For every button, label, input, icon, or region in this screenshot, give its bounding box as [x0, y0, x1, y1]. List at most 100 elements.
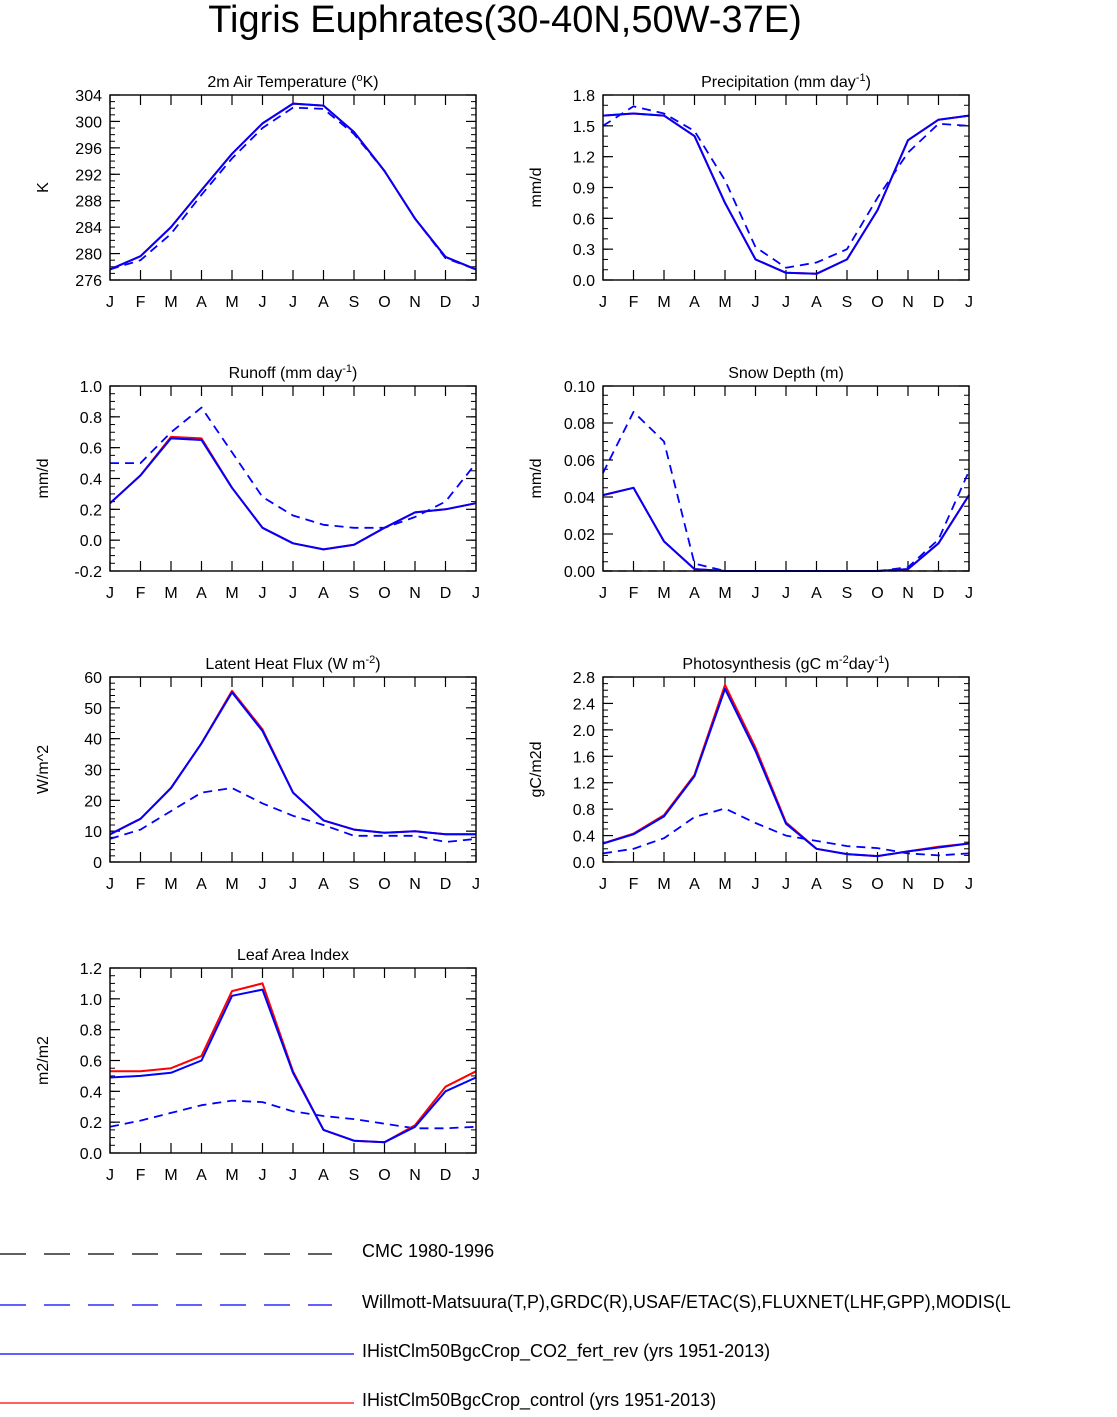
- y-tick-label: 20: [84, 793, 102, 810]
- y-tick-label: 0: [93, 855, 102, 872]
- y-axis-label: K: [35, 182, 52, 193]
- y-axis-label: W/m^2: [35, 745, 52, 794]
- x-tick-label: A: [196, 1167, 207, 1184]
- series-observed: [109, 787, 477, 843]
- x-tick-label: M: [225, 585, 238, 602]
- x-tick-label: J: [259, 585, 267, 602]
- legend-line: [0, 1402, 354, 1404]
- y-tick-label: 0.4: [80, 472, 102, 489]
- x-tick-label: D: [440, 294, 452, 311]
- series-co2-fert-rev: [602, 687, 970, 858]
- x-tick-label: M: [164, 876, 177, 893]
- y-tick-label: 0.4: [80, 1084, 102, 1101]
- x-tick-label: F: [629, 876, 639, 893]
- x-tick-label: D: [440, 585, 452, 602]
- x-tick-label: J: [106, 876, 114, 893]
- x-tick-label: D: [440, 1167, 452, 1184]
- chart-panel: Snow Depth (m) mm/d 0.00 0.02 0.04 0.06 0.08 0.…: [528, 365, 973, 602]
- x-tick-label: N: [409, 294, 421, 311]
- x-tick-label: N: [902, 294, 914, 311]
- x-tick-label: A: [689, 294, 700, 311]
- x-tick-label: F: [136, 876, 146, 893]
- x-tick-label: J: [106, 1167, 114, 1184]
- y-tick-label: 280: [75, 247, 102, 264]
- legend-item: CMC 1980-1996: [0, 1238, 1117, 1268]
- y-tick-label: 0.00: [564, 564, 595, 581]
- x-tick-label: A: [318, 1167, 329, 1184]
- y-tick-label: 1.8: [573, 88, 595, 105]
- x-tick-label: J: [599, 294, 607, 311]
- y-tick-label: 0.2: [80, 502, 102, 519]
- series-co2-fert-rev: [602, 112, 970, 275]
- plot-frame: [109, 385, 477, 572]
- y-tick-label: 0.6: [80, 441, 102, 458]
- x-tick-label: O: [871, 585, 883, 602]
- chart-panels: 2m Air Temperature (oK) K 276 280 284 288 292 2…: [35, 72, 973, 1184]
- series-observed: [110, 406, 477, 529]
- x-tick-label: J: [289, 294, 297, 311]
- x-tick-label: F: [629, 585, 639, 602]
- x-tick-label: J: [106, 585, 114, 602]
- x-tick-label: M: [718, 876, 731, 893]
- y-tick-label: 288: [75, 194, 102, 211]
- x-tick-label: J: [965, 585, 973, 602]
- x-tick-label: M: [718, 585, 731, 602]
- x-tick-label: N: [409, 876, 421, 893]
- chart-panel: Latent Heat Flux (W m-2) W/m^2 0 10 20 30 40 50…: [35, 654, 480, 893]
- panel-title: Photosynthesis (gC m-2day-1): [682, 654, 889, 673]
- y-tick-label: 0.0: [80, 533, 102, 550]
- y-tick-label: 0.0: [573, 855, 595, 872]
- y-tick-label: 0.06: [564, 453, 595, 470]
- y-tick-label: 2.0: [573, 723, 595, 740]
- x-tick-label: D: [933, 585, 945, 602]
- x-tick-label: J: [472, 585, 480, 602]
- series-observed: [602, 105, 970, 269]
- x-tick-label: A: [318, 585, 329, 602]
- chart-panel: Precipitation (mm day-1) mm/d 0.0 0.3 0.6 0.9…: [528, 72, 973, 311]
- series-control: [602, 683, 970, 858]
- legend-label: IHistClm50BgcCrop_CO2_fert_rev (yrs 1951…: [362, 1341, 771, 1361]
- x-tick-label: J: [782, 294, 790, 311]
- x-tick-label: J: [752, 294, 760, 311]
- x-tick-label: J: [472, 294, 480, 311]
- x-tick-label: A: [689, 585, 700, 602]
- series-co2-fert-rev: [602, 486, 970, 572]
- x-tick-label: M: [225, 1167, 238, 1184]
- series-co2-fert-rev: [109, 691, 476, 836]
- series-control: [109, 102, 477, 271]
- series-co2-fert-rev: [109, 102, 477, 271]
- chart-panel: 2m Air Temperature (oK) K 276 280 284 288 292 2…: [35, 72, 480, 311]
- chart-panel: Leaf Area Index m2/m2 0.0 0.2 0.4 0.6 0.8 1.0 1.…: [35, 947, 480, 1184]
- plot-frame: [602, 385, 970, 572]
- y-tick-label: 304: [75, 88, 102, 105]
- legend-item: Willmott-Matsuura(T,P),GRDC(R),USAF/ETAC…: [0, 1289, 1117, 1319]
- series-control: [109, 435, 477, 551]
- y-tick-label: 2.8: [573, 670, 595, 687]
- page-title: Tigris Euphrates(30-40N,50W-37E): [208, 0, 802, 41]
- x-tick-label: M: [718, 294, 731, 311]
- x-tick-label: J: [259, 876, 267, 893]
- series-observed: [109, 106, 477, 271]
- legend-item: IHistClm50BgcCrop_CO2_fert_rev (yrs 1951…: [0, 1338, 1117, 1368]
- y-tick-label: 1.2: [80, 961, 102, 978]
- x-tick-label: M: [657, 585, 670, 602]
- panel-title: Leaf Area Index: [237, 947, 349, 964]
- series-observed: [109, 1099, 477, 1130]
- x-tick-label: M: [225, 876, 238, 893]
- x-tick-label: D: [440, 876, 452, 893]
- y-tick-label: 0.9: [573, 181, 595, 198]
- legend-label: CMC 1980-1996: [362, 1241, 495, 1261]
- y-tick-label: 0.6: [573, 211, 595, 228]
- x-tick-label: M: [657, 294, 670, 311]
- x-tick-label: J: [782, 876, 790, 893]
- legend-line: [0, 1353, 354, 1355]
- y-tick-label: 1.5: [573, 119, 595, 136]
- y-tick-label: 0.0: [573, 273, 595, 290]
- x-tick-label: J: [289, 1167, 297, 1184]
- y-tick-label: 0.8: [80, 1023, 102, 1040]
- x-tick-label: S: [349, 876, 360, 893]
- x-tick-label: D: [933, 294, 945, 311]
- x-tick-label: J: [289, 585, 297, 602]
- x-tick-label: F: [136, 585, 146, 602]
- y-tick-label: 0.08: [564, 416, 595, 433]
